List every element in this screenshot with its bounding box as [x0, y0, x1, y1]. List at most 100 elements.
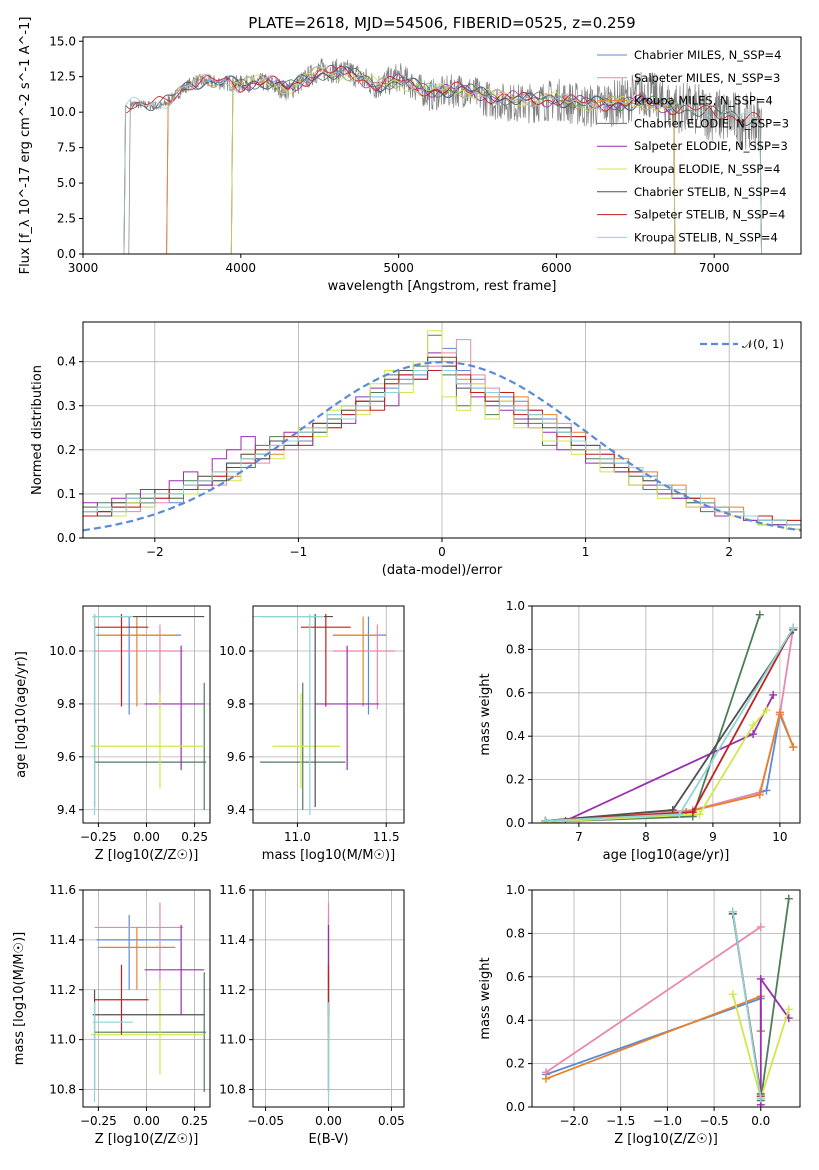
x-tick-label: 0.00 — [133, 1114, 160, 1128]
y-tick-label: 10.0 — [219, 644, 246, 658]
x-tick-label: −0.25 — [80, 1114, 117, 1128]
x-tick-label: 8 — [642, 830, 650, 844]
gridlines — [253, 606, 404, 823]
axes-frame — [252, 889, 405, 1108]
x-axis-label: (data-model)/error — [382, 563, 503, 578]
weight-marker — [775, 708, 784, 717]
legend-entry: Salpeter MILES, N_SSP=3 — [634, 71, 780, 85]
weight-marker — [728, 990, 737, 999]
y-tick-label: 0.8 — [506, 642, 525, 656]
weight-line — [565, 694, 775, 822]
weight-marker — [769, 690, 778, 699]
x-axis-label: E(B-V) — [308, 1132, 348, 1147]
x-axis-label: age [log10(age/yr)] — [603, 848, 730, 863]
weight-marker — [541, 816, 550, 823]
y-tick-label: 11.0 — [49, 1033, 76, 1047]
legend-entry: Salpeter ELODIE, N_SSP=3 — [634, 139, 788, 153]
weight-marker — [749, 721, 758, 730]
y-tick-label: 0.1 — [57, 487, 76, 501]
weight-marker — [789, 743, 798, 752]
y-tick-label: 0.0 — [506, 1100, 525, 1114]
x-tick-label: 1 — [582, 545, 590, 559]
y-tick-label: 10.0 — [49, 644, 76, 658]
y-tick-label: 9.4 — [227, 803, 246, 817]
y-tick-label: 0.2 — [57, 443, 76, 457]
y-tick-label: 11.2 — [219, 983, 246, 997]
y-tick-label: 0.0 — [57, 247, 76, 261]
y-tick-label: 0.4 — [57, 355, 76, 369]
weight-line — [545, 614, 761, 823]
gridlines — [83, 889, 210, 1107]
y-tick-label: 0.6 — [506, 686, 525, 700]
residual-histogram-panel: −2 −1 0 1 2 0.0 0.1 0.2 0.3 0.4 (data-model)/error… — [30, 321, 802, 578]
y-tick-label: 0.6 — [506, 970, 525, 984]
weight-marker — [756, 922, 765, 931]
x-tick-label: −2 — [146, 545, 164, 559]
y-tick-label: 11.4 — [219, 933, 246, 947]
axes-frame — [82, 36, 802, 255]
weight-marker — [542, 1074, 551, 1083]
y-tick-label: 0.2 — [506, 1057, 525, 1071]
weight-line — [545, 997, 762, 1076]
y-tick-label: 9.6 — [227, 750, 246, 764]
gaussian-curve — [83, 360, 801, 532]
weight-marker — [755, 790, 764, 799]
plot-area — [114, 58, 762, 254]
x-tick-label: 0.25 — [181, 1114, 208, 1128]
plot-area — [253, 613, 396, 816]
legend-entry: Chabrier STELIB, N_SSP=4 — [634, 185, 786, 199]
gridlines — [83, 606, 210, 823]
x-axis-label: mass [log10(M/M☉)] — [262, 848, 395, 863]
x-axis-label: wavelength [Angstrom, rest frame] — [328, 279, 557, 294]
weight-marker — [728, 907, 737, 916]
x-tick-label: 3000 — [68, 261, 99, 275]
y-tick-label: 9.6 — [57, 750, 76, 764]
mass-vs-ebv-panel: −0.05 0.00 0.05 10.8 11.0 11.2 11.4 11.6 E(B-V) — [219, 883, 404, 1147]
weight-marker — [688, 808, 697, 817]
weight-vs-age-panel: 7 8 9 10 0.0 0.2 0.4 0.6 0.8 1.0 age [log10(age/yr… — [478, 599, 801, 863]
legend-entry: Kroupa STELIB, N_SSP=4 — [634, 230, 778, 244]
axes-frame — [252, 605, 405, 824]
y-tick-label: 0.0 — [506, 816, 525, 830]
legend-entry: Chabrier ELODIE, N_SSP=3 — [634, 116, 789, 130]
weight-line — [545, 994, 762, 1080]
y-tick-label: 1.0 — [506, 599, 525, 613]
x-tick-label: −2.0 — [559, 1114, 588, 1128]
x-axis-label: Z [log10(Z/Z☉)] — [95, 848, 199, 863]
y-tick-label: 11.2 — [49, 983, 76, 997]
axes-frame — [531, 605, 801, 824]
weight-line — [731, 911, 762, 1099]
plot-area — [542, 894, 793, 1107]
y-axis-label: Flux [f_λ 10^-17 erg cm^-2 s^-1 A^-1] — [18, 17, 33, 275]
plot-area — [90, 613, 207, 816]
x-tick-label: 7 — [575, 830, 583, 844]
y-tick-label: 12.5 — [49, 70, 76, 84]
weight-line — [545, 926, 762, 1074]
weight-line — [545, 711, 795, 822]
weight-marker — [756, 1094, 765, 1103]
chart-title: PLATE=2618, MJD=54506, FIBERID=0525, z=0… — [248, 14, 635, 32]
weight-marker — [695, 810, 704, 819]
age-vs-Z-panel: −0.25 0.00 0.25 9.4 9.6 9.8 10.0 Z [log10(Z/Z☉)… — [14, 605, 211, 863]
x-tick-label: 0.00 — [133, 830, 160, 844]
x-tick-label: 6000 — [541, 261, 572, 275]
y-tick-label: 10.8 — [219, 1083, 246, 1097]
y-tick-label: 0.3 — [57, 399, 76, 413]
y-axis-label: mass weight — [478, 673, 493, 755]
y-tick-label: 9.8 — [227, 697, 246, 711]
y-tick-label: 0.4 — [506, 1013, 525, 1027]
weight-line — [545, 627, 795, 822]
weight-line — [545, 627, 795, 822]
weight-line — [545, 709, 768, 823]
model-spectrum-line — [166, 66, 676, 254]
x-tick-label: −0.5 — [700, 1114, 729, 1128]
x-tick-label: 2 — [725, 545, 733, 559]
y-tick-label: 10.0 — [49, 105, 76, 119]
y-tick-label: 11.4 — [49, 933, 76, 947]
x-tick-label: −1 — [290, 545, 308, 559]
weight-marker — [675, 810, 684, 819]
y-axis-label: mass weight — [478, 957, 493, 1039]
y-tick-label: 11.6 — [219, 883, 246, 897]
legend-entry: 𝒩(0, 1) — [742, 337, 784, 351]
